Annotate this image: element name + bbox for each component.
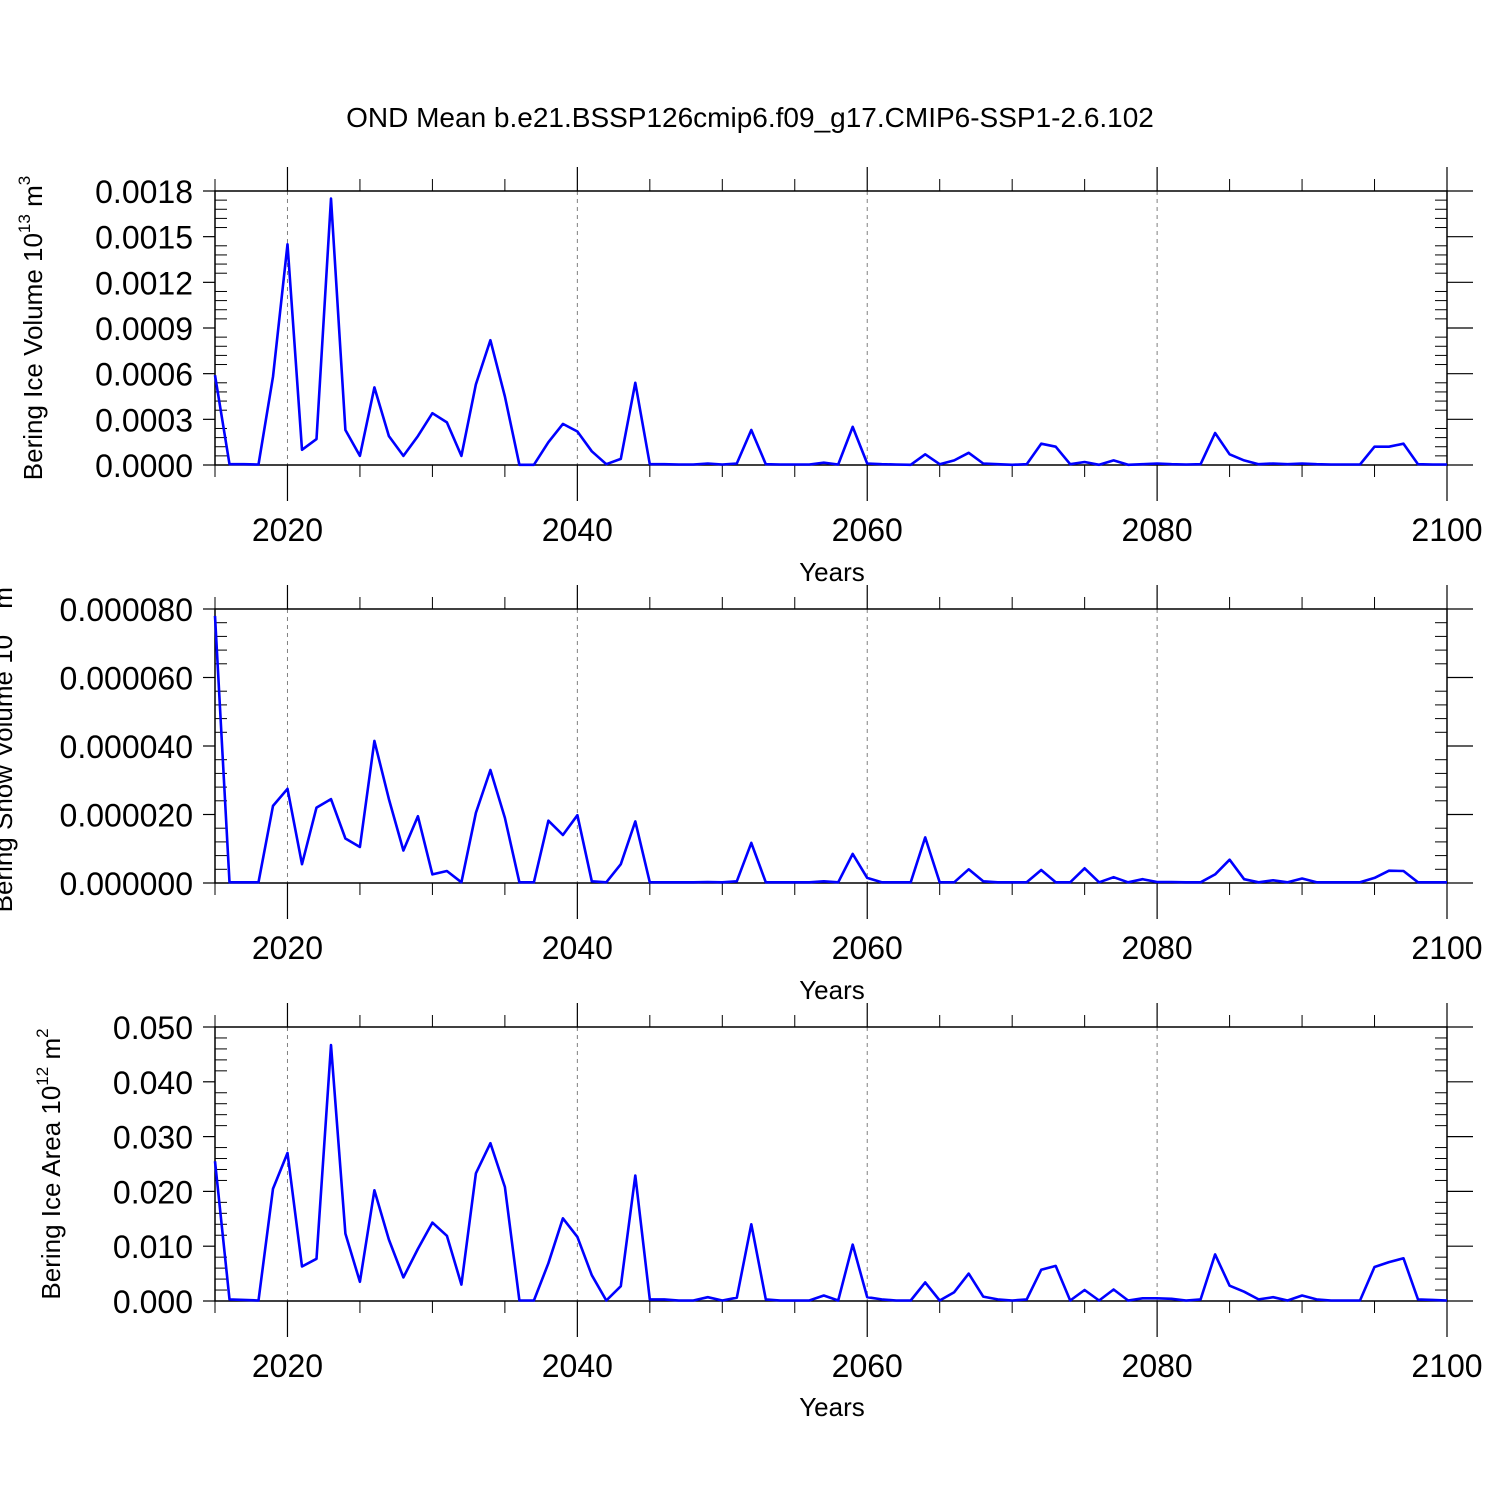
y-tick-label: 0.0009	[95, 311, 193, 347]
chart-title: OND Mean b.e21.BSSP126cmip6.f09_g17.CMIP…	[346, 102, 1154, 133]
y-tick-label: 0.000060	[60, 661, 193, 697]
x-tick-label: 2100	[1411, 1348, 1482, 1384]
x-tick-label: 2060	[832, 930, 903, 966]
x-axis-label: Years	[799, 557, 865, 587]
series-line	[213, 615, 1447, 884]
y-tick-label: 0.000080	[60, 592, 193, 628]
ice-volume-panel: Years Bering Ice Volume 1013 m3 2020 2040…	[15, 167, 1483, 587]
x-tick-label: 2080	[1122, 512, 1193, 548]
y-axis-label: Bering Ice Volume 1013 m3	[15, 176, 48, 480]
x-tick-label: 2080	[1122, 1348, 1193, 1384]
y-tick-label: 0.000040	[60, 729, 193, 765]
x-tick-label: 2020	[252, 930, 323, 966]
x-tick-label: 2060	[832, 1348, 903, 1384]
x-tick-label: 2040	[542, 930, 613, 966]
y-tick-label: 0.020	[113, 1174, 193, 1210]
y-tick-label: 0.010	[113, 1229, 193, 1265]
y-tick-label: 0.0018	[95, 174, 193, 210]
y-tick-label: 0.0006	[95, 357, 193, 393]
y-tick-label: 0.040	[113, 1065, 193, 1101]
x-axis-label: Years	[799, 975, 865, 1005]
y-tick-label: 0.050	[113, 1010, 193, 1046]
y-tick-label: 0.000000	[60, 866, 193, 902]
x-axis-label: Years	[799, 1392, 865, 1422]
x-tick-label: 2080	[1122, 930, 1193, 966]
y-axis-label: Bering Ice Area 1012 m2	[33, 1028, 66, 1299]
y-tick-label: 0.0012	[95, 265, 193, 301]
x-tick-label: 2040	[542, 1348, 613, 1384]
series-line	[213, 1043, 1448, 1302]
series-line	[213, 197, 1447, 467]
x-tick-label: 2020	[252, 512, 323, 548]
x-tick-label: 2040	[542, 512, 613, 548]
y-tick-label: 0.0015	[95, 220, 193, 256]
y-tick-label: 0.030	[113, 1120, 193, 1156]
x-tick-label: 2060	[832, 512, 903, 548]
y-tick-label: 0.0000	[95, 448, 193, 484]
x-tick-label: 2100	[1411, 930, 1482, 966]
y-axis-label: Bering Snow Volume 1013 m3	[0, 578, 18, 913]
ice-area-panel: Years Bering Ice Area 1012 m2 2020 2040 20…	[33, 1003, 1483, 1422]
plot-frame	[214, 1026, 1448, 1302]
snow-volume-panel: Years Bering Snow Volume 1013 m3 2020 204…	[0, 578, 1483, 1005]
y-tick-label: 0.000020	[60, 798, 193, 834]
plot-frame	[214, 190, 1448, 466]
y-tick-label: 0.000	[113, 1284, 193, 1320]
y-tick-label: 0.0003	[95, 402, 193, 438]
x-tick-label: 2100	[1411, 512, 1482, 548]
x-tick-label: 2020	[252, 1348, 323, 1384]
